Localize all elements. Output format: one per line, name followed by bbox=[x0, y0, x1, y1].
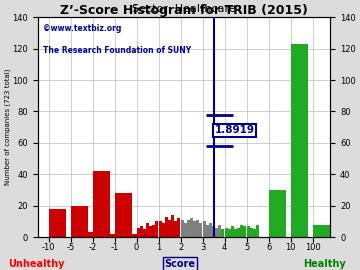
Y-axis label: Number of companies (723 total): Number of companies (723 total) bbox=[4, 69, 11, 185]
Text: Score: Score bbox=[165, 259, 195, 269]
Bar bbox=[221, 229, 224, 237]
Bar bbox=[212, 226, 215, 237]
Text: Unhealthy: Unhealthy bbox=[8, 259, 64, 269]
Bar bbox=[187, 220, 190, 237]
Bar bbox=[181, 220, 184, 237]
Bar bbox=[269, 190, 286, 237]
Bar bbox=[193, 221, 196, 237]
Bar bbox=[225, 228, 228, 237]
Bar bbox=[243, 226, 246, 237]
Text: Sector: Healthcare: Sector: Healthcare bbox=[132, 4, 236, 14]
Bar bbox=[215, 228, 218, 237]
Text: 1.8919: 1.8919 bbox=[215, 125, 255, 135]
Text: ©www.textbiz.org: ©www.textbiz.org bbox=[44, 24, 122, 33]
Bar bbox=[149, 226, 152, 237]
Bar bbox=[171, 215, 174, 237]
Bar bbox=[114, 193, 132, 237]
Bar bbox=[250, 228, 253, 237]
Bar bbox=[165, 217, 168, 237]
Bar bbox=[140, 226, 143, 237]
Bar bbox=[49, 209, 66, 237]
Bar bbox=[240, 225, 243, 237]
Bar bbox=[190, 218, 193, 237]
Text: Healthy: Healthy bbox=[303, 259, 345, 269]
Bar bbox=[203, 221, 206, 237]
Bar bbox=[143, 229, 146, 237]
Bar bbox=[82, 232, 93, 237]
Bar bbox=[256, 225, 259, 237]
Bar bbox=[253, 229, 256, 237]
Bar bbox=[206, 225, 209, 237]
Bar bbox=[196, 220, 199, 237]
Bar bbox=[234, 229, 237, 237]
Bar bbox=[162, 223, 165, 237]
Bar bbox=[209, 223, 212, 237]
Bar bbox=[155, 221, 158, 237]
Bar bbox=[184, 223, 187, 237]
Bar bbox=[146, 223, 149, 237]
Bar bbox=[313, 225, 330, 237]
Bar bbox=[152, 225, 155, 237]
Text: The Research Foundation of SUNY: The Research Foundation of SUNY bbox=[44, 46, 192, 55]
Bar bbox=[93, 171, 110, 237]
Bar bbox=[136, 228, 140, 237]
Bar bbox=[174, 221, 177, 237]
Bar bbox=[177, 218, 180, 237]
Bar bbox=[126, 234, 136, 237]
Bar bbox=[159, 221, 162, 237]
Title: Z’-Score Histogram for TRIB (2015): Z’-Score Histogram for TRIB (2015) bbox=[60, 4, 308, 17]
Bar bbox=[247, 226, 250, 237]
Bar bbox=[237, 228, 240, 237]
Bar bbox=[104, 234, 114, 237]
Bar bbox=[218, 225, 221, 237]
Bar bbox=[228, 229, 231, 237]
Bar bbox=[168, 220, 171, 237]
Bar bbox=[199, 223, 202, 237]
Bar bbox=[231, 226, 234, 237]
Bar bbox=[71, 206, 88, 237]
Bar bbox=[291, 44, 309, 237]
